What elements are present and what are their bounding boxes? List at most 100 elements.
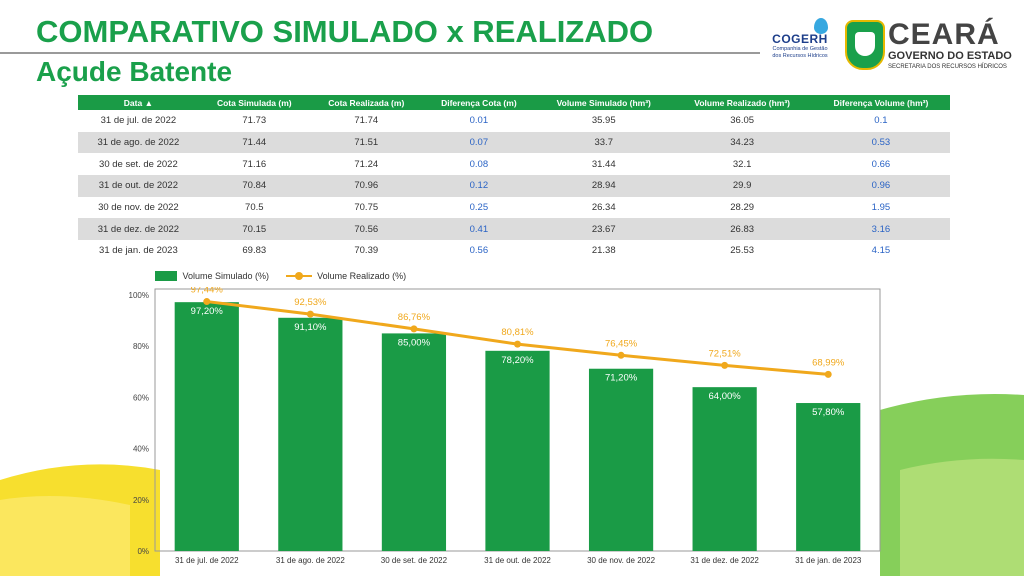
bar-data-label: 97,20%	[191, 306, 224, 317]
table-cell: 30 de set. de 2022	[99, 158, 178, 170]
column-header-cota-simulada[interactable]: Cota Simulada (m)	[198, 95, 310, 110]
y-tick-label: 100%	[129, 291, 149, 300]
table-cell: 34.23	[672, 131, 812, 154]
table-cell: 21.38	[591, 245, 616, 257]
cogerh-subtitle-1: Companhia de Gestão	[772, 46, 828, 52]
bar	[174, 302, 239, 551]
table-cell: 71.16	[242, 158, 267, 170]
table-row: 31 de out. de 2022 70.84 70.96 0.12 28.9…	[78, 175, 950, 197]
column-header-diferenca-cota[interactable]: Diferença Cota (m)	[422, 95, 536, 110]
table-cell: 0.01	[469, 115, 489, 127]
x-tick-label: 31 de ago. de 2022	[276, 556, 346, 565]
table-cell: 70.75	[354, 202, 379, 214]
y-tick-label: 40%	[133, 445, 149, 454]
bar-data-label: 71,20%	[605, 373, 638, 384]
table-cell: 70.96	[309, 175, 423, 197]
y-tick-label: 80%	[133, 342, 149, 351]
bar	[692, 387, 757, 551]
state-seal-icon	[845, 20, 885, 70]
table-cell: 30 de nov. de 2022	[98, 202, 179, 214]
state-government: GOVERNO DO ESTADO	[888, 50, 1012, 62]
page-subtitle: Açude Batente	[36, 56, 233, 87]
cogerh-logo: COGERH Companhia de Gestão dos Recursos …	[760, 18, 840, 76]
table-cell: 25.53	[730, 245, 755, 257]
table-cell: 31 de dez. de 2022	[78, 218, 199, 241]
column-header-volume-realizado[interactable]: Volume Realizado (hm³)	[672, 95, 812, 110]
line-point	[721, 361, 729, 369]
column-header-cota-realizada[interactable]: Cota Realizada (m)	[309, 95, 423, 110]
table-cell: 0.1	[874, 115, 888, 127]
y-tick-label: 0%	[137, 547, 149, 556]
y-tick-label: 60%	[133, 393, 149, 402]
column-header-diferenca-volume[interactable]: Diferença Volume (hm³)	[811, 95, 950, 110]
line-data-label: 72,51%	[709, 348, 742, 359]
line-point	[824, 370, 832, 378]
legend-swatch-line	[285, 271, 312, 281]
table-cell: 31 de ago. de 2022	[78, 131, 199, 154]
table-row: 30 de set. de 2022 71.16 71.24 0.08 31.4…	[78, 153, 950, 175]
table-row: 31 de jul. de 2022 71.73 71.74 0.01 35.9…	[78, 110, 950, 132]
table-cell: 28.94	[535, 175, 673, 197]
table-row: 30 de nov. de 2022 70.5 70.75 0.25 26.34…	[78, 197, 950, 219]
table-cell: 0.53	[811, 131, 950, 154]
table-cell: 36.05	[730, 115, 755, 127]
x-tick-label: 31 de jul. de 2022	[175, 556, 239, 565]
table-row: 31 de dez. de 2022 70.15 70.56 0.41 23.6…	[78, 218, 950, 241]
x-tick-label: 30 de nov. de 2022	[587, 556, 655, 565]
table-cell: 28.29	[730, 202, 755, 214]
line-data-label: 68,99%	[812, 357, 845, 368]
table-cell: 71.73	[242, 115, 267, 127]
y-tick-label: 20%	[133, 496, 149, 505]
table-cell: 31 de jan. de 2023	[99, 245, 178, 257]
bar	[278, 317, 343, 551]
state-name: CEARÁ	[888, 18, 1000, 51]
title-divider	[0, 52, 760, 54]
water-drop-icon	[814, 18, 828, 34]
chart-legend: Volume Simulado (%) Volume Realizado (%)	[155, 270, 406, 281]
table-cell: 0.25	[469, 202, 489, 214]
legend-label-simulado: Volume Simulado (%)	[182, 270, 270, 281]
table-cell: 23.67	[535, 218, 673, 241]
column-header-volume-simulado[interactable]: Volume Simulado (hm³)	[535, 95, 673, 110]
bar	[796, 403, 861, 551]
table-cell: 70.15	[198, 218, 310, 241]
line-point	[514, 340, 521, 348]
table-cell: 70.84	[198, 175, 310, 197]
line-point	[410, 325, 418, 333]
volume-chart: 0% 20% 40% 60% 80% 100% 97,20% 31 de jul. de 20…	[129, 287, 881, 565]
table-cell: 0.12	[422, 175, 536, 197]
table-header-row: Data ▲ Cota Simulada (m) Cota Realizada …	[78, 95, 950, 110]
line-point	[306, 310, 314, 318]
table-cell: 0.07	[422, 131, 536, 154]
table-cell: 71.51	[309, 131, 423, 154]
table-cell: 0.66	[871, 158, 891, 170]
bar-data-label: 85,00%	[398, 337, 431, 348]
table-cell: 70.39	[354, 245, 379, 257]
table-cell: 4.15	[871, 245, 891, 257]
table-cell: 26.34	[591, 202, 616, 214]
line-point	[617, 351, 625, 359]
bar-data-label: 78,20%	[501, 355, 534, 366]
page-title: COMPARATIVO SIMULADO x REALIZADO	[36, 14, 654, 49]
x-tick-label: 31 de out. de 2022	[484, 556, 551, 565]
state-secretariat: SECRETARIA DOS RECURSOS HÍDRICOS	[888, 64, 1007, 70]
line-data-label: 86,76%	[398, 312, 431, 323]
bar	[381, 333, 447, 551]
x-tick-label: 30 de set. de 2022	[381, 556, 448, 565]
bar-data-label: 91,10%	[294, 322, 327, 333]
table-cell: 71.74	[354, 115, 379, 127]
table-cell: 1.95	[871, 202, 891, 214]
x-tick-label: 31 de dez. de 2022	[690, 556, 759, 565]
table-cell: 70.5	[245, 202, 264, 214]
line-data-label: 97,44%	[191, 287, 224, 296]
cogerh-subtitle-2: dos Recursos Hídricos	[772, 53, 828, 59]
table-cell: 3.16	[811, 218, 950, 241]
table-row: 31 de jan. de 2023 69.83 70.39 0.56 21.3…	[78, 240, 950, 262]
line-data-label: 92,53%	[294, 297, 327, 308]
table-cell: 0.41	[422, 218, 536, 241]
table-cell: 33.7	[535, 131, 673, 154]
cogerh-name: COGERH	[772, 32, 828, 46]
column-header-date[interactable]: Data ▲	[78, 95, 199, 110]
table-cell: 0.56	[469, 245, 489, 257]
